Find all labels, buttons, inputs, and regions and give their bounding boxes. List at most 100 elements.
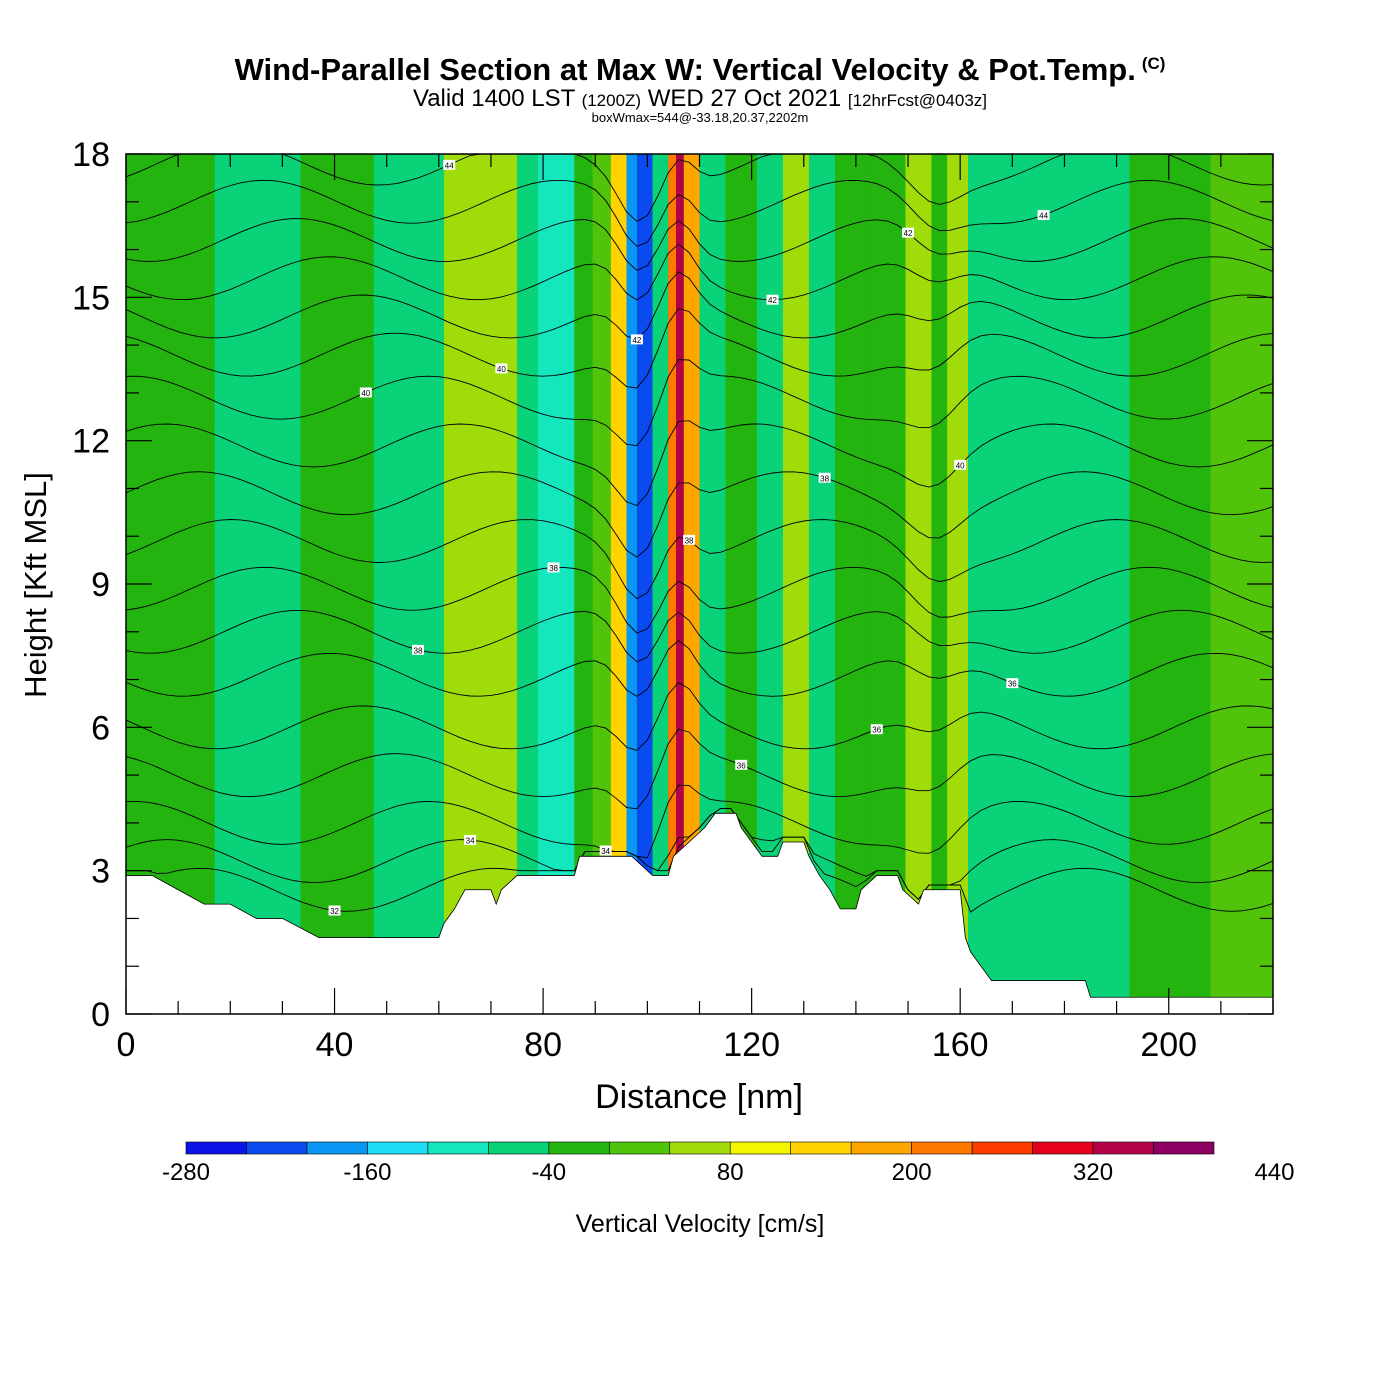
velocity-column	[1051, 154, 1130, 1014]
contour-label: 38	[411, 644, 424, 655]
colorbar-swatch	[1153, 1141, 1215, 1155]
colorbar-tick-label: 320	[1073, 1159, 1113, 1186]
velocity-column	[676, 154, 684, 1014]
contour-label: 36	[1006, 678, 1019, 689]
velocity-column	[300, 154, 374, 1014]
contour-label: 40	[954, 459, 967, 470]
contour-label: 34	[464, 834, 477, 845]
colorbar-swatch	[548, 1141, 610, 1155]
colorbar-swatch	[1092, 1141, 1154, 1155]
theta-contour	[126, 639, 1273, 697]
contour-label: 42	[630, 334, 643, 345]
contour-label-text: 40	[956, 461, 965, 470]
velocity-column	[683, 154, 700, 1014]
velocity-column	[537, 154, 554, 1014]
contour-label-text: 42	[768, 296, 777, 305]
y-tick-label: 12	[72, 423, 110, 461]
theta-contour	[126, 784, 1273, 859]
velocity-column	[931, 154, 948, 1014]
terrain-mask	[126, 812, 1273, 1014]
box-info: boxWmax=544@-33.18,20.37,2202m	[591, 110, 809, 125]
contour-label-text: 34	[601, 847, 610, 856]
x-tick-label: 120	[723, 1026, 780, 1064]
contour-label-text: 38	[549, 564, 558, 573]
y-tick-label: 6	[91, 709, 110, 747]
x-tick-label: 160	[932, 1026, 989, 1064]
colorbar-tick-label: -160	[343, 1159, 391, 1186]
colorbar-swatch	[488, 1141, 550, 1155]
y-tick-label: 9	[91, 566, 110, 604]
contour-label: 42	[902, 227, 915, 238]
theta-contour	[126, 154, 1273, 222]
title-text: Wind-Parallel Section at Max W: Vertical…	[234, 52, 1136, 87]
y-tick-label: 18	[72, 136, 110, 174]
colorbar-swatch	[669, 1141, 731, 1155]
theta-contour	[126, 243, 1273, 301]
contour-label-text: 32	[330, 907, 339, 916]
x-tick-label: 40	[316, 1026, 354, 1064]
contour-label-text: 38	[414, 646, 423, 655]
colorbar-swatch	[790, 1141, 852, 1155]
colorbar-swatch	[427, 1141, 489, 1155]
colorbar-swatch	[1032, 1141, 1094, 1155]
plot-area: 32 34 34 36 36 36 38 38 38 38 40 40 40 42 42 42 44 44	[126, 154, 1273, 1014]
velocity-column	[996, 154, 1052, 1014]
contour-label-text: 36	[1008, 680, 1017, 689]
y-tick-label: 3	[91, 853, 110, 891]
theta-contour	[126, 218, 1273, 271]
x-axis-label: Distance [nm]	[595, 1078, 803, 1116]
colorbar-swatch	[850, 1141, 912, 1155]
y-tick-label: 15	[72, 279, 110, 317]
copyright-mark: (C)	[1141, 53, 1166, 73]
velocity-column	[947, 154, 969, 1014]
contour-label: 40	[359, 387, 372, 398]
theta-contour	[126, 359, 1273, 447]
colorbar-swatch	[729, 1141, 792, 1155]
theta-contour	[126, 681, 1273, 751]
velocity-column	[652, 154, 669, 1014]
y-axis-label: Height [Kft MSL]	[18, 472, 53, 698]
contour-label-text: 38	[685, 536, 694, 545]
velocity-column	[610, 154, 627, 1014]
velocity-column	[592, 154, 611, 1014]
theta-contour	[126, 471, 1273, 558]
contour-label-text: 40	[497, 365, 506, 374]
chart-title: Wind-Parallel Section at Max W: Vertical…	[0, 52, 1400, 88]
velocity-column	[668, 154, 677, 1014]
velocity-column	[636, 154, 653, 1014]
theta-contour	[126, 271, 1273, 340]
y-tick-label: 0	[91, 996, 110, 1034]
colorbar: -280 -160 -40 80 200 320 440	[162, 1141, 1294, 1186]
theta-contour	[126, 519, 1273, 600]
potential-temperature-contours: 32 34 34 36 36 36 38 38 38 38 40 40 40 42 42 42 44 44	[126, 154, 1273, 916]
contour-label: 36	[870, 724, 883, 735]
contour-label-text: 42	[632, 336, 641, 345]
velocity-column	[553, 154, 575, 1014]
colorbar-tick-label: 440	[1254, 1159, 1294, 1186]
contour-label-text: 42	[904, 229, 913, 238]
chart-subtitle: Valid 1400 LST (1200Z) WED 27 Oct 2021 […	[0, 87, 1400, 113]
contour-label-text: 44	[445, 161, 454, 170]
contour-label-text: 36	[872, 726, 881, 735]
valid-date: WED 27 Oct 2021	[647, 85, 842, 112]
colorbar-label: Vertical Velocity [cm/s]	[576, 1210, 825, 1238]
contour-label: 44	[443, 159, 456, 170]
colorbar-tick-label: -40	[531, 1159, 566, 1186]
velocity-column	[968, 154, 997, 1014]
contour-label-text: 36	[737, 761, 746, 770]
velocity-column	[835, 154, 867, 1014]
contour-label-text: 44	[1039, 211, 1048, 220]
x-tick-label: 200	[1140, 1026, 1197, 1064]
colorbar-tick-label: 200	[892, 1159, 932, 1186]
contour-label: 40	[495, 363, 508, 374]
colorbar-tick-label: 80	[717, 1159, 744, 1186]
x-tick-label: 80	[524, 1026, 562, 1064]
theta-contour	[126, 728, 1273, 810]
velocity-column	[214, 154, 301, 1014]
contour-label: 34	[599, 845, 612, 856]
colorbar-swatch	[911, 1141, 973, 1155]
valid-time: Valid 1400 LST	[412, 85, 575, 112]
theta-contour	[126, 566, 1273, 634]
